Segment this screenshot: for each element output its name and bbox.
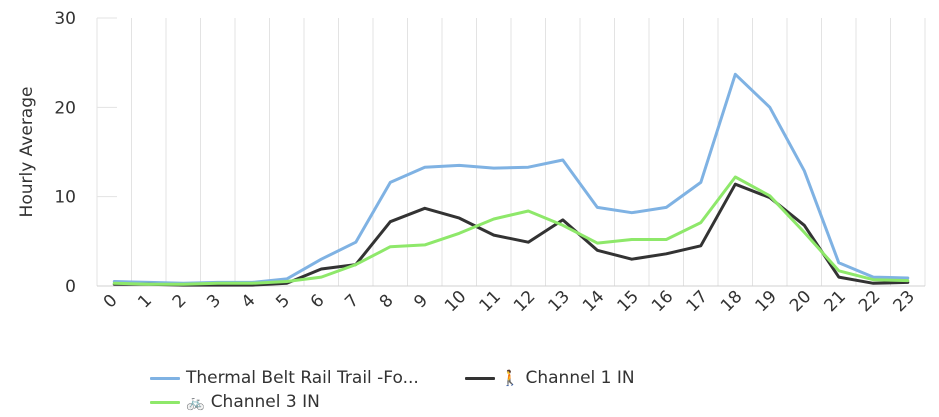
y-axis-label: Hourly Average	[17, 87, 37, 218]
series-line-3[interactable]	[112, 175, 910, 286]
x-tick-label: 3	[203, 291, 225, 313]
pedestrian-icon: 🚶	[500, 369, 520, 387]
series-lines	[112, 72, 910, 287]
x-tick-label: 5	[272, 291, 294, 313]
y-tick-label: 0	[65, 277, 76, 297]
grid	[96, 17, 926, 287]
legend-item-series-3[interactable]: 🚲 Channel 3 IN	[150, 392, 320, 412]
y-tick-label: 30	[54, 9, 76, 29]
x-tick-label: 7	[341, 291, 363, 313]
legend: Thermal Belt Rail Trail -Fo... 🚶 Channel…	[150, 366, 850, 414]
x-tick-label: 22	[855, 287, 884, 316]
x-tick-label: 16	[648, 287, 677, 316]
y-tick-label: 10	[54, 188, 76, 208]
legend-row-2: 🚲 Channel 3 IN	[150, 390, 850, 414]
x-tick-label: 13	[544, 287, 573, 316]
x-tick-label: 9	[410, 291, 432, 313]
legend-item-series-2[interactable]: 🚶 Channel 1 IN	[464, 368, 635, 388]
legend-item-series-1[interactable]: Thermal Belt Rail Trail -Fo...	[150, 368, 419, 388]
x-tick-label: 10	[441, 287, 470, 316]
x-tick-label: 21	[820, 287, 849, 316]
x-tick-label: 23	[889, 287, 918, 316]
legend-label-series-2: Channel 1 IN	[525, 368, 635, 388]
legend-swatch-series-1	[150, 376, 180, 380]
x-tick-label: 20	[786, 287, 815, 316]
x-tick-label: 8	[376, 291, 398, 313]
x-tick-label: 0	[100, 291, 122, 313]
legend-label-series-1: Thermal Belt Rail Trail -Fo...	[186, 368, 419, 388]
x-tick-label: 6	[307, 291, 329, 313]
x-tick-label: 2	[169, 291, 191, 313]
legend-swatch-series-2	[464, 376, 495, 380]
legend-row-1: Thermal Belt Rail Trail -Fo... 🚶 Channel…	[150, 366, 850, 390]
x-tick-label: 12	[510, 287, 539, 316]
x-tick-label: 15	[613, 287, 642, 316]
y-tick-label: 20	[54, 98, 76, 118]
bicycle-icon: 🚲	[186, 393, 205, 411]
x-tick-label: 19	[751, 287, 780, 316]
legend-swatch-series-3	[150, 400, 180, 404]
x-tick-label: 11	[475, 287, 504, 316]
x-tick-label: 1	[134, 291, 156, 313]
x-tick-label: 14	[579, 287, 608, 316]
x-tick-label: 18	[717, 287, 746, 316]
legend-label-series-3: Channel 3 IN	[210, 392, 320, 412]
x-tick-label: 4	[238, 291, 260, 313]
x-tick-label: 17	[682, 287, 711, 316]
